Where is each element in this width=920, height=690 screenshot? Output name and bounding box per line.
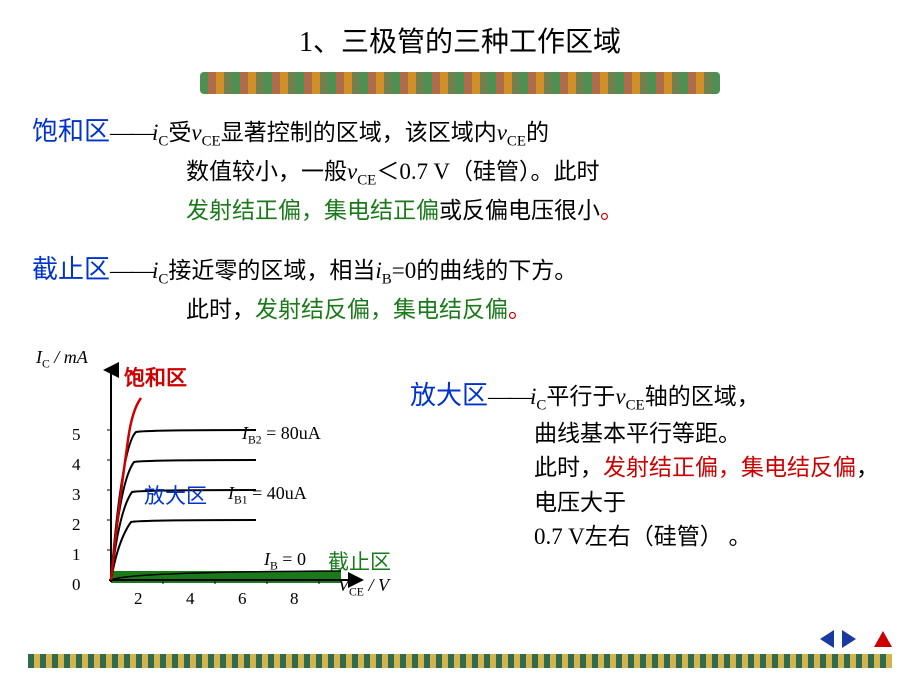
- xtick-4: 4: [186, 586, 195, 612]
- xtick-6: 6: [238, 586, 247, 612]
- vce-sub-2: CE: [507, 134, 526, 150]
- vce-symbol: v: [191, 120, 201, 145]
- chart-region-amplify: 放大区: [144, 480, 207, 513]
- amplify-label: 放大区: [410, 381, 488, 410]
- chart-container: IC / mA 饱和区: [32, 350, 402, 600]
- dash-2: ——: [110, 258, 152, 283]
- sat-text-1b: 显著控制的区域，该区域内: [221, 120, 497, 145]
- vce-sub-3: CE: [357, 172, 376, 188]
- chart-region-saturation: 饱和区: [124, 362, 187, 395]
- ib2-label: IB2 = 80uA: [242, 420, 321, 450]
- vce-sub: CE: [202, 134, 221, 150]
- x-axis-label: VCE / V: [338, 572, 389, 602]
- xtick-2: 2: [134, 586, 143, 612]
- dash: ——: [110, 120, 152, 145]
- lower-row: IC / mA 饱和区: [32, 350, 888, 600]
- ic-sub-2: C: [158, 272, 168, 288]
- amplify-section: 放大区——iC平行于vCE轴的区域， 曲线基本平行等距。 此时，发射结正偏，集电…: [402, 350, 888, 600]
- ic-sub-3: C: [536, 397, 546, 413]
- amp-text-3a: 此时，: [534, 455, 603, 480]
- cutoff-section: 截止区——iC接近零的区域，相当iB=0的曲线的下方。 此时，发射结反偏，集电结…: [32, 250, 888, 327]
- y-axis-label: IC / mA: [36, 344, 88, 374]
- sat-text-2a: 数值较小，一般: [186, 159, 347, 184]
- page-title: 1、三极管的三种工作区域: [0, 0, 920, 60]
- next-icon[interactable]: [842, 630, 856, 648]
- ytick-2: 2: [72, 512, 81, 538]
- period-red: 。: [600, 198, 623, 223]
- ib0-label: IB = 0: [264, 546, 306, 576]
- ytick-3: 3: [72, 482, 81, 508]
- vce-sub-4: CE: [626, 397, 645, 413]
- amp-text-1a: 平行于: [546, 384, 615, 409]
- xtick-8: 8: [290, 586, 299, 612]
- cut-text-1b: =0的曲线的下方。: [392, 258, 577, 283]
- cut-text-1a: 接近零的区域，相当: [168, 258, 375, 283]
- up-icon[interactable]: [874, 631, 892, 647]
- ib-sub: B: [382, 272, 392, 288]
- ic-sub: C: [158, 134, 168, 150]
- saturation-label: 饱和区: [32, 117, 110, 146]
- sat-text-2b: ＜0.7 V（硅管）。此时: [376, 159, 599, 184]
- sat-text-1c: 的: [526, 120, 549, 145]
- decorative-border-bottom: [28, 654, 892, 668]
- nav-buttons: [820, 630, 892, 648]
- vce-symbol-2: v: [497, 120, 507, 145]
- sat-text-1a: 受: [168, 120, 191, 145]
- sat-text-3a: 发射结正偏，集电结正偏: [186, 198, 439, 223]
- ytick-1: 1: [72, 542, 81, 568]
- cut-text-2b: 发射结反偏，集电结反偏: [255, 297, 508, 322]
- vce-symbol-3: v: [347, 159, 357, 184]
- amp-text-1b: 轴的区域，: [645, 384, 760, 409]
- ytick-4: 4: [72, 452, 81, 478]
- sat-text-3b: 或反偏电压很小: [439, 198, 600, 223]
- decorative-border-top: [200, 72, 720, 94]
- saturation-section: 饱和区——iC受vCE显著控制的区域，该区域内vCE的 数值较小，一般vCE＜0…: [32, 112, 888, 228]
- cutoff-label: 截止区: [32, 255, 110, 284]
- ytick-5: 5: [72, 422, 81, 448]
- cut-text-2a: 此时，: [186, 297, 255, 322]
- amp-text-4: 0.7 V左右（硅管） 。: [534, 520, 888, 555]
- prev-icon[interactable]: [820, 630, 834, 648]
- dash-3: ——: [488, 384, 530, 409]
- ytick-0: 0: [72, 572, 81, 598]
- vce-symbol-4: v: [615, 384, 625, 409]
- amp-text-3b: 发射结正偏，集电结反偏: [603, 455, 856, 480]
- ib1-label: IB1 = 40uA: [228, 480, 307, 510]
- main-content: 饱和区——iC受vCE显著控制的区域，该区域内vCE的 数值较小，一般vCE＜0…: [0, 112, 920, 600]
- period-red-2: 。: [508, 297, 531, 322]
- amp-text-2: 曲线基本平行等距。: [534, 417, 888, 452]
